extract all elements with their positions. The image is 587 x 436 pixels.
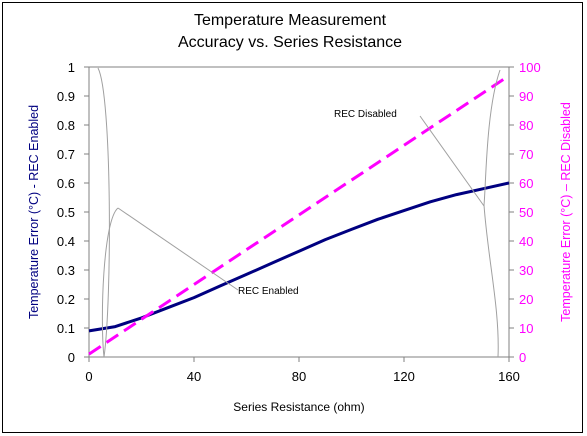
y-left-tick-label: 0 bbox=[68, 350, 75, 365]
y-left-tick-label: 0.7 bbox=[57, 147, 75, 162]
series-line-rec-enabled bbox=[88, 181, 510, 333]
leader-right-top bbox=[483, 69, 501, 206]
y-right-tick-label: 30 bbox=[519, 263, 533, 278]
y-left-tick-label: 0.3 bbox=[57, 263, 75, 278]
chart-title-line1: Temperature Measurement bbox=[194, 12, 387, 29]
plot-area bbox=[88, 66, 510, 358]
y-right-tick-label: 80 bbox=[519, 118, 533, 133]
leader-left-top bbox=[97, 67, 110, 358]
y-axis-title-left: Temperature Error (°C) - REC Enabled bbox=[27, 105, 41, 319]
annotation-layer: REC Disabled REC Enabled bbox=[97, 67, 501, 358]
axis-layer: 0 40 80 120 16000.10.20.30.40.50.60.70.80.91… bbox=[57, 60, 541, 384]
y-left-tick-label: 0.1 bbox=[57, 321, 75, 336]
y-left-tick-label: 0.9 bbox=[57, 89, 75, 104]
annotation-rec-disabled-leader bbox=[419, 115, 485, 207]
y-left-tick-label: 0.5 bbox=[57, 205, 75, 220]
y-right-tick-label: 50 bbox=[519, 205, 533, 220]
y-right-tick-label: 10 bbox=[519, 321, 533, 336]
y-right-tick-label: 40 bbox=[519, 234, 533, 249]
y-left-tick-label: 0.6 bbox=[57, 176, 75, 191]
x-tick-label: 120 bbox=[393, 369, 415, 384]
x-tick-label: 80 bbox=[292, 369, 306, 384]
y-left-tick-label: 0.4 bbox=[57, 234, 75, 249]
series-layer bbox=[88, 74, 510, 356]
leader-left-bottom bbox=[101, 207, 119, 358]
chart-title-line2: Accuracy vs. Series Resistance bbox=[178, 34, 402, 51]
y-left-tick-label: 0.8 bbox=[57, 118, 75, 133]
x-tick-label: 0 bbox=[85, 369, 92, 384]
annotation-rec-enabled: REC Enabled bbox=[238, 286, 299, 297]
y-right-tick-label: 100 bbox=[519, 60, 541, 75]
annotation-rec-enabled-leader bbox=[117, 207, 239, 291]
y-axis-title-right: Temperature Error (°C) – REC Disabled bbox=[559, 102, 573, 322]
x-tick-label: 160 bbox=[498, 369, 520, 384]
y-right-tick-label: 90 bbox=[519, 89, 533, 104]
annotation-rec-disabled: REC Disabled bbox=[334, 109, 397, 120]
y-right-tick-label: 20 bbox=[519, 292, 533, 307]
x-axis-title: Series Resistance (ohm) bbox=[233, 400, 364, 414]
y-right-tick-label: 0 bbox=[519, 350, 526, 365]
y-left-tick-label: 1 bbox=[68, 60, 75, 75]
leader-right-bottom bbox=[483, 204, 499, 358]
x-tick-label: 40 bbox=[187, 369, 201, 384]
y-right-tick-label: 60 bbox=[519, 176, 533, 191]
y-left-tick-label: 0.2 bbox=[57, 292, 75, 307]
y-right-tick-label: 70 bbox=[519, 147, 533, 162]
